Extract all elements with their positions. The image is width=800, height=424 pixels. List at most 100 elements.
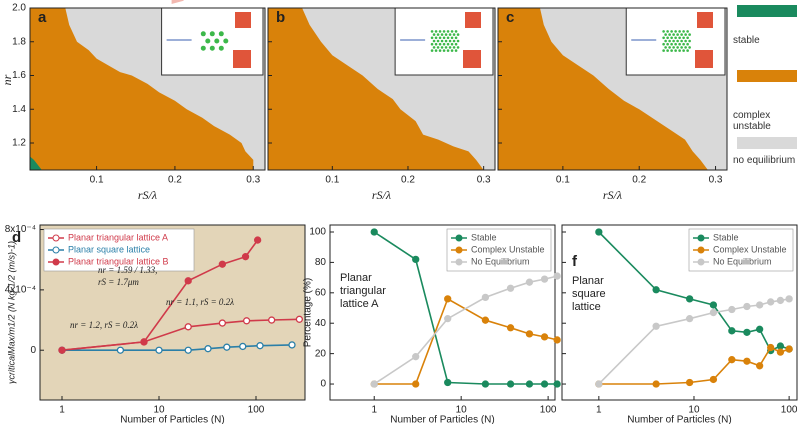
inset-particle [686, 49, 689, 52]
data-point [728, 356, 736, 364]
data-point [506, 284, 515, 292]
data-point [652, 380, 660, 388]
data-point [728, 327, 736, 335]
inset-particle [662, 30, 665, 33]
data-point [295, 315, 304, 323]
inset-particle [438, 49, 442, 52]
inset-particle [205, 38, 211, 44]
y-tick-label: 0 [30, 345, 36, 356]
x-tick-label: 0.2 [401, 175, 415, 186]
inset-particle [682, 30, 685, 33]
inset-particle [442, 42, 446, 46]
inset-particle [664, 39, 667, 43]
inset-particle [680, 46, 683, 49]
data-point [685, 295, 694, 303]
inset-particle [684, 46, 687, 49]
inset-particle [432, 33, 436, 36]
inset-particle [448, 33, 452, 36]
inset-particle [200, 45, 206, 51]
x-axis-label: Number of Particles (N) [390, 415, 494, 424]
legend-label: Planar triangular lattice B [68, 256, 169, 266]
legend-label: No Equilibrium [713, 256, 772, 266]
inset-particle [440, 46, 444, 49]
inset-particle [668, 33, 671, 36]
y-axis-label: Percentage (%) [303, 278, 314, 347]
data-point [444, 378, 452, 387]
series-line [598, 231, 790, 352]
region-area [30, 8, 254, 170]
inset-particle [442, 49, 446, 52]
data-point [242, 317, 251, 325]
data-point [204, 345, 212, 353]
data-point [540, 333, 549, 341]
inset-particle [674, 30, 677, 33]
data-point [481, 380, 490, 388]
x-tick-label: 1 [59, 405, 65, 416]
inset-particle [436, 39, 440, 43]
inset-particle [438, 30, 442, 33]
data-point [412, 380, 420, 388]
data-point [116, 346, 125, 354]
inset-particle [688, 39, 691, 43]
inset-particle [450, 42, 454, 46]
inset-particle [456, 46, 460, 49]
legend-marker [455, 234, 463, 242]
inset-particle [674, 42, 677, 46]
legend-label: no equilibrium [733, 155, 796, 166]
inset-beam [171, 0, 184, 5]
data-point [412, 255, 420, 264]
legend-label: Planar square lattice [68, 244, 150, 254]
inset-particle [446, 49, 450, 52]
data-point [370, 228, 378, 236]
data-point [755, 362, 764, 370]
inset-particle [200, 31, 206, 37]
data-point [218, 260, 227, 268]
data-point [553, 380, 561, 388]
data-point [755, 301, 764, 309]
legend-label: stable [733, 35, 760, 46]
data-point [58, 346, 66, 354]
data-point [239, 342, 247, 351]
data-point [412, 353, 420, 361]
inset-particle [662, 42, 665, 46]
inset-particle [454, 49, 458, 52]
data-point [595, 228, 603, 236]
x-tick-label: 0.3 [477, 175, 491, 186]
data-point [785, 345, 793, 353]
data-point [553, 336, 561, 344]
inset-particle [682, 42, 685, 46]
x-tick-label: 0.1 [325, 175, 339, 186]
legend-label: complex unstable [733, 110, 771, 132]
legend-swatch [737, 70, 797, 82]
data-point [540, 380, 549, 388]
inset-particle [450, 30, 454, 33]
inset-particle [678, 36, 681, 40]
inset-particle [666, 42, 669, 46]
inset-particle [434, 36, 438, 40]
inset-particle [662, 49, 665, 52]
inset-particle [218, 31, 224, 37]
y-tick-label: 20 [315, 348, 327, 359]
panel-label: f [572, 253, 578, 270]
inset-particle [668, 39, 671, 43]
x-tick-label: 100 [540, 405, 557, 416]
inset-particle [442, 36, 446, 40]
x-axis-label: Number of Particles (N) [120, 415, 224, 424]
x-tick-label: 0.2 [168, 175, 182, 186]
inset-particle [676, 39, 679, 43]
legend-label: Complex Unstable [471, 244, 545, 254]
series-line [598, 298, 790, 385]
inset-particle [666, 49, 669, 52]
inset-particle [446, 36, 450, 40]
annotation: nr = 1.59 / 1.33, [98, 265, 157, 275]
inset-beam [463, 50, 481, 68]
data-point [223, 343, 231, 351]
inset-particle [454, 36, 458, 40]
legend-box [43, 228, 195, 272]
data-point [525, 330, 534, 338]
inset-particle [678, 42, 681, 46]
data-point [444, 315, 452, 323]
inset-particle [686, 36, 689, 40]
x-tick-label: 10 [688, 405, 700, 416]
